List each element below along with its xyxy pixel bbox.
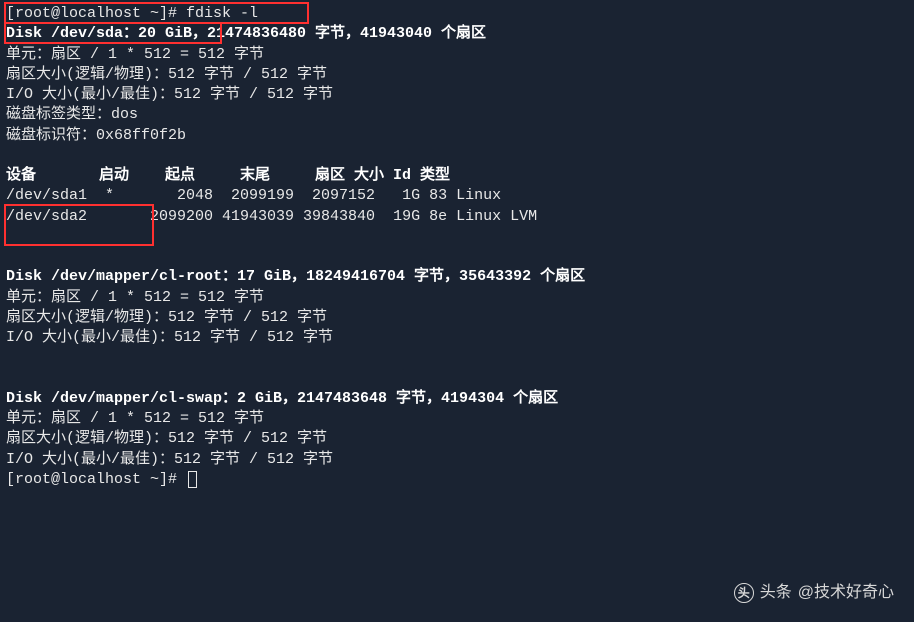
watermark-text: @技术好奇心 xyxy=(798,582,894,604)
blank-line xyxy=(6,348,908,368)
partition-row-1: /dev/sda1 * 2048 2099199 2097152 1G 83 L… xyxy=(6,186,908,206)
disk3-units: 单元：扇区 / 1 * 512 = 512 字节 xyxy=(6,409,908,429)
disk1-label-type: 磁盘标签类型：dos xyxy=(6,105,908,125)
disk3-header: Disk /dev/mapper/cl-swap：2 GiB，214748364… xyxy=(6,389,908,409)
disk1-io: I/O 大小(最小/最佳)：512 字节 / 512 字节 xyxy=(6,85,908,105)
watermark: 头 头条 @技术好奇心 xyxy=(734,582,894,604)
partition-row-2: /dev/sda2 2099200 41943039 39843840 19G … xyxy=(6,207,908,227)
disk1-header: Disk /dev/sda：20 GiB，21474836480 字节，4194… xyxy=(6,24,908,44)
blank-line xyxy=(6,247,908,267)
blank-line xyxy=(6,227,908,247)
command-line: [root@localhost ~]# fdisk -l xyxy=(6,4,908,24)
command-text: fdisk -l xyxy=(186,5,258,22)
disk3-sector: 扇区大小(逻辑/物理)：512 字节 / 512 字节 xyxy=(6,429,908,449)
partition-table-header: 设备 启动 起点 末尾 扇区 大小 Id 类型 xyxy=(6,166,908,186)
disk2-units: 单元：扇区 / 1 * 512 = 512 字节 xyxy=(6,288,908,308)
disk2-io: I/O 大小(最小/最佳)：512 字节 / 512 字节 xyxy=(6,328,908,348)
disk1-units: 单元：扇区 / 1 * 512 = 512 字节 xyxy=(6,45,908,65)
watermark-icon: 头 xyxy=(734,583,754,603)
prompt-text: [root@localhost ~]# xyxy=(6,5,186,22)
blank-line xyxy=(6,369,908,389)
cursor-icon xyxy=(188,471,197,488)
watermark-prefix: 头条 xyxy=(760,582,792,604)
disk2-header: Disk /dev/mapper/cl-root：17 GiB，18249416… xyxy=(6,267,908,287)
final-prompt-line: [root@localhost ~]# xyxy=(6,470,908,490)
terminal-output: [root@localhost ~]# fdisk -l Disk /dev/s… xyxy=(6,4,908,490)
disk3-io: I/O 大小(最小/最佳)：512 字节 / 512 字节 xyxy=(6,450,908,470)
final-prompt: [root@localhost ~]# xyxy=(6,471,186,488)
blank-line xyxy=(6,146,908,166)
disk2-sector: 扇区大小(逻辑/物理)：512 字节 / 512 字节 xyxy=(6,308,908,328)
disk1-sector: 扇区大小(逻辑/物理)：512 字节 / 512 字节 xyxy=(6,65,908,85)
disk1-identifier: 磁盘标识符：0x68ff0f2b xyxy=(6,126,908,146)
